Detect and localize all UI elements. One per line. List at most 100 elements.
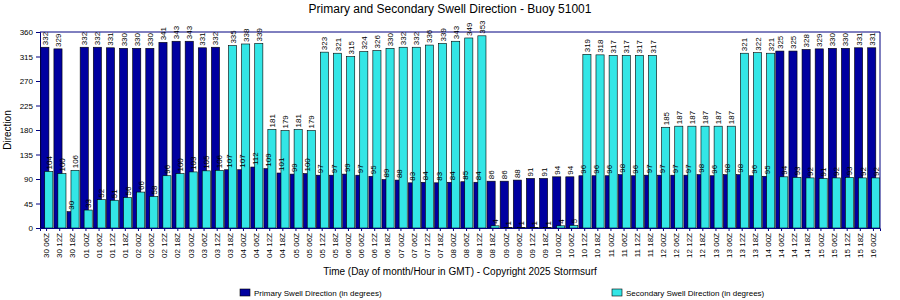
x-tick-label: 06 06Z xyxy=(357,233,366,258)
x-tick-label: 13 12Z xyxy=(738,233,747,258)
plot-area xyxy=(41,36,880,228)
data-label: 96 xyxy=(592,164,601,173)
data-label: 343 xyxy=(452,25,461,39)
x-tick: 05 00Z xyxy=(291,228,300,258)
bar xyxy=(84,210,92,228)
data-label: 330 xyxy=(133,32,142,46)
x-tick-mark xyxy=(46,228,47,231)
bar xyxy=(727,126,735,228)
y-tick-label: 0 xyxy=(29,224,34,233)
data-label: 317 xyxy=(635,40,644,54)
bar xyxy=(412,47,420,228)
data-label: 335 xyxy=(229,30,238,44)
y-tick: 45 xyxy=(24,200,40,209)
bar xyxy=(540,178,548,228)
data-label: 1 xyxy=(504,220,513,225)
x-tick-mark xyxy=(755,228,756,231)
x-tick: 11 06Z xyxy=(620,228,629,257)
x-tick-mark xyxy=(440,228,441,231)
x-tick-label: 09 12Z xyxy=(528,233,537,258)
data-label: 315 xyxy=(347,41,356,55)
bar xyxy=(110,200,118,228)
x-tick-mark xyxy=(190,228,191,231)
x-tick-mark xyxy=(794,228,795,231)
x-tick-label: 14 00Z xyxy=(764,233,773,258)
x-tick-mark xyxy=(125,228,126,231)
data-label: 88 xyxy=(513,169,522,178)
data-label: 318 xyxy=(596,39,605,53)
x-tick-mark xyxy=(663,228,664,231)
x-tick: 11 18Z xyxy=(646,228,655,257)
x-tick: 01 00Z xyxy=(81,228,90,258)
data-label: 97 xyxy=(356,164,365,173)
x-tick: 13 12Z xyxy=(738,228,747,258)
data-label: 97 xyxy=(658,164,667,173)
data-label: 98 xyxy=(618,163,627,172)
bar xyxy=(557,226,565,228)
x-tick-label: 01 06Z xyxy=(95,233,104,258)
bar xyxy=(491,226,499,228)
y-tick-label: 180 xyxy=(20,126,34,135)
bar xyxy=(530,227,538,228)
data-label: 321 xyxy=(767,37,776,51)
x-tick-label: 30 12Z xyxy=(55,233,64,258)
data-label: 92 xyxy=(832,166,841,175)
data-label: 331 xyxy=(106,32,115,46)
data-label: 56 xyxy=(124,186,133,195)
bar xyxy=(740,53,748,228)
bar xyxy=(478,36,486,228)
y-tick-mark xyxy=(36,57,40,58)
y-tick-label: 270 xyxy=(20,77,34,86)
y-tick: 270 xyxy=(20,77,40,86)
x-tick: 30 06Z xyxy=(42,228,51,258)
x-tick-mark xyxy=(781,228,782,231)
bar xyxy=(504,227,512,228)
bar xyxy=(150,196,158,228)
x-tick: 14 18Z xyxy=(803,228,812,258)
x-tick: 05 12Z xyxy=(318,228,327,258)
bar xyxy=(45,171,53,228)
y-tick-label: 315 xyxy=(20,53,34,62)
data-label: 325 xyxy=(776,35,785,49)
x-tick-mark xyxy=(702,228,703,231)
bar xyxy=(268,129,276,228)
x-tick-label: 02 18Z xyxy=(173,233,182,258)
x-tick: 01 18Z xyxy=(121,228,130,258)
bar-series xyxy=(45,36,880,228)
data-label: 353 xyxy=(478,20,487,34)
data-label: 187 xyxy=(701,110,710,124)
data-label: 317 xyxy=(609,40,618,54)
x-tick-label: 04 18Z xyxy=(278,233,287,258)
x-tick-mark xyxy=(414,228,415,231)
x-tick-label: 13 00Z xyxy=(711,233,720,258)
data-label: 1 xyxy=(544,220,553,225)
data-label: 100 xyxy=(303,158,312,172)
x-tick: 06 18Z xyxy=(383,228,392,258)
x-tick-label: 10 12Z xyxy=(580,233,589,258)
x-tick-mark xyxy=(322,228,323,231)
data-label: 98 xyxy=(723,163,732,172)
bar xyxy=(780,177,788,228)
x-tick: 06 12Z xyxy=(370,228,379,258)
x-tick-mark xyxy=(243,228,244,231)
x-tick-mark xyxy=(204,228,205,231)
data-label: 330 xyxy=(828,32,837,46)
x-tick-mark xyxy=(519,228,520,231)
x-tick-mark xyxy=(230,228,231,231)
x-tick: 16 00Z xyxy=(869,228,878,258)
x-tick: 14 06Z xyxy=(777,228,786,258)
data-label: 332 xyxy=(93,31,102,45)
x-tick: 05 06Z xyxy=(305,228,314,258)
x-tick-label: 02 06Z xyxy=(147,233,156,258)
data-label: 89 xyxy=(382,168,391,177)
x-tick: 10 00Z xyxy=(554,228,563,258)
y-tick: 360 xyxy=(20,28,40,37)
data-label: 323 xyxy=(320,36,329,50)
x-tick-label: 04 12Z xyxy=(265,233,274,258)
data-label: 338 xyxy=(242,28,251,42)
x-tick-label: 08 18Z xyxy=(488,233,497,258)
data-label: 98 xyxy=(736,163,745,172)
bar xyxy=(202,171,210,228)
x-tick: 09 12Z xyxy=(528,228,537,258)
bar xyxy=(543,227,551,228)
